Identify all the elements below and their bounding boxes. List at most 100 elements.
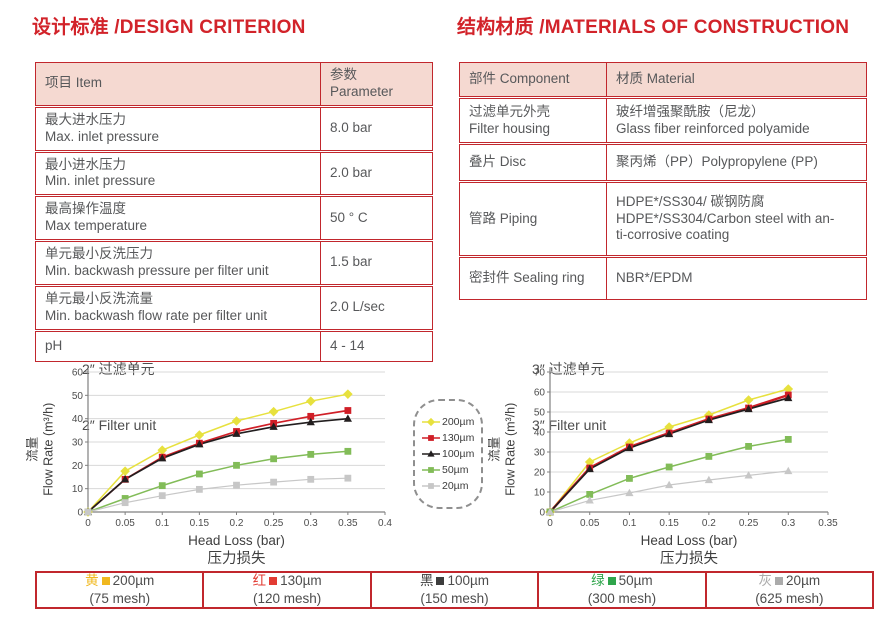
svg-text:0.1: 0.1 <box>155 518 169 529</box>
mesh-legend-table: 黄 200µm (75 mesh) 红 130µm (120 mesh) 黑 100µ… <box>35 571 874 609</box>
flow-chart-2in: 0 10 20 30 40 50 60 0 0.05 0.1 0.15 0.2 0.25 0.3 0.35 0… <box>72 368 393 530</box>
legend-label: 100µm <box>442 448 475 460</box>
svg-text:0: 0 <box>547 518 553 529</box>
item-en: Max. inlet pressure <box>45 128 160 144</box>
legend-marker-icon <box>422 467 440 473</box>
mesh-size: (300 mesh) <box>587 591 657 606</box>
mesh-legend-cell: 黄 200µm (75 mesh) <box>37 573 202 607</box>
legend-item: 20µm <box>421 480 479 492</box>
parameter-value: 8.0 bar <box>320 107 432 150</box>
legend-item: 130µm <box>421 432 479 444</box>
svg-text:0.3: 0.3 <box>781 518 795 529</box>
material-en: Glass fiber reinforced polyamide <box>616 120 810 136</box>
svg-text:20: 20 <box>534 468 546 479</box>
x-axis-label-3in: Head Loss (bar) 压力损失 <box>640 533 738 567</box>
svg-text:0.05: 0.05 <box>580 518 600 529</box>
table-row: 单元最小反洗压力 Min. backwash pressure per filte… <box>35 241 433 285</box>
material-en: HDPE*/SS304/Carbon steel with an- <box>616 210 835 226</box>
svg-text:0.35: 0.35 <box>818 518 838 529</box>
flow-chart-2in-wrap: 流量 Flow Rate (m³/h) 0 10 20 30 40 50 60 0 0.05 0.… <box>24 364 396 534</box>
materials-table: 部件 Component 材质 Material 过滤单元外壳 Filter ho… <box>459 62 867 301</box>
table-row: pH 4 - 14 <box>35 330 433 362</box>
micron-size: 200µm <box>112 573 155 589</box>
svg-text:40: 40 <box>72 414 84 425</box>
design-criterion-title: 设计标准 /DESIGN CRITERION <box>32 17 306 38</box>
color-name: 红 <box>252 573 267 589</box>
col-header-parameter: 参数 Parameter <box>320 63 432 105</box>
chart-title-3in: 3″ 过滤单元 3″ Filter unit <box>532 322 606 473</box>
chart-title-en: 3″ Filter unit <box>532 417 607 434</box>
table-row: 过滤单元外壳 Filter housing 玻纤增强聚酰胺（尼龙） Glass fi… <box>459 98 867 143</box>
item-zh: pH <box>45 337 63 353</box>
legend-item: 100µm <box>421 448 479 460</box>
svg-text:60: 60 <box>534 388 546 399</box>
color-swatch <box>607 577 616 586</box>
parameter-value: 2.0 bar <box>320 152 432 195</box>
mesh-legend-cell: 灰 20µm (625 mesh) <box>704 573 872 607</box>
micron-size: 20µm <box>786 573 821 589</box>
svg-text:0.35: 0.35 <box>338 518 358 529</box>
parameter-value: 1.5 bar <box>320 242 432 284</box>
legend-marker-icon <box>422 417 440 427</box>
col-header-component: 部件 Component <box>469 71 570 87</box>
chart-title-zh: 2″ 过滤单元 <box>82 360 155 377</box>
material-label: 聚丙烯（PP）Polypropylene (PP) <box>616 154 818 170</box>
table-header-row: 部件 Component 材质 Material <box>459 62 867 97</box>
legend-label: 130µm <box>442 432 475 444</box>
component-zh: 过滤单元外壳 <box>469 103 550 119</box>
svg-text:50: 50 <box>72 391 84 402</box>
material-label: NBR*/EPDM <box>616 270 693 286</box>
y-axis-label: 流量 Flow Rate (m³/h) <box>25 402 57 496</box>
table-row: 叠片 Disc 聚丙烯（PP）Polypropylene (PP) <box>459 144 867 181</box>
svg-text:20: 20 <box>72 461 84 472</box>
component-en: Filter housing <box>469 120 551 136</box>
mesh-size: (75 mesh) <box>89 591 151 606</box>
mesh-legend-cell: 绿 50µm (300 mesh) <box>537 573 704 607</box>
color-name: 灰 <box>758 573 773 589</box>
table-row: 单元最小反洗流量 Min. backwash flow rate per filt… <box>35 285 433 330</box>
item-en: Min. inlet pressure <box>45 173 156 189</box>
table-header-row: 项目 Item 参数 Parameter <box>35 62 433 106</box>
item-en: Max temperature <box>45 218 148 234</box>
flow-chart-3in-wrap: 流量 Flow Rate (m³/h) 0 10 20 30 40 50 60 70 0 0.05… <box>486 364 840 534</box>
svg-text:0.25: 0.25 <box>264 518 284 529</box>
chart-title-en: 2″ Filter unit <box>82 417 157 434</box>
svg-text:0.1: 0.1 <box>622 518 636 529</box>
item-zh: 单元最小反洗流量 <box>45 290 153 306</box>
mesh-legend-cell: 黑 100µm (150 mesh) <box>369 573 537 607</box>
legend-item: 50µm <box>421 464 479 476</box>
item-zh: 最大进水压力 <box>45 111 126 127</box>
parameter-value: 50 ° C <box>320 197 432 239</box>
legend-marker-icon <box>422 483 440 489</box>
item-en: Min. backwash flow rate per filter unit <box>45 307 268 323</box>
flow-chart-3in: 0 10 20 30 40 50 60 70 0 0.05 0.1 0.15 0.2 0.25 0.3 0.3… <box>534 368 838 530</box>
table-row: 密封件 Sealing ring NBR*/EPDM <box>459 257 867 300</box>
svg-text:10: 10 <box>534 488 546 499</box>
col-header-item: 项目 Item <box>45 75 103 91</box>
legend-label: 200µm <box>442 416 475 428</box>
mesh-legend-cell: 红 130µm (120 mesh) <box>202 573 369 607</box>
svg-text:30: 30 <box>534 448 546 459</box>
material-zh: 玻纤增强聚酰胺（尼龙） <box>616 103 765 119</box>
parameter-value: 2.0 L/sec <box>320 286 432 329</box>
svg-text:0.2: 0.2 <box>702 518 716 529</box>
parameter-value: 4 - 14 <box>320 331 432 361</box>
color-name: 黑 <box>419 573 434 589</box>
material-zh: HDPE*/SS304/ 碳钢防腐 <box>616 193 765 209</box>
chart-title-zh: 3″ 过滤单元 <box>532 360 605 377</box>
legend-item: 200µm <box>421 416 479 428</box>
legend-label: 20µm <box>442 480 469 492</box>
mesh-size: (120 mesh) <box>252 591 322 606</box>
micron-size: 50µm <box>618 573 653 589</box>
micron-size: 100µm <box>447 573 490 589</box>
item-zh: 最小进水压力 <box>45 156 126 172</box>
table-row: 最高操作温度 Max temperature 50 ° C <box>35 196 433 240</box>
svg-text:0: 0 <box>77 508 83 519</box>
mesh-size: (150 mesh) <box>420 591 489 606</box>
legend-marker-icon <box>422 435 440 441</box>
color-swatch <box>269 577 278 586</box>
svg-text:0.15: 0.15 <box>190 518 210 529</box>
svg-text:0.05: 0.05 <box>115 518 135 529</box>
micron-size: 130µm <box>280 573 322 589</box>
